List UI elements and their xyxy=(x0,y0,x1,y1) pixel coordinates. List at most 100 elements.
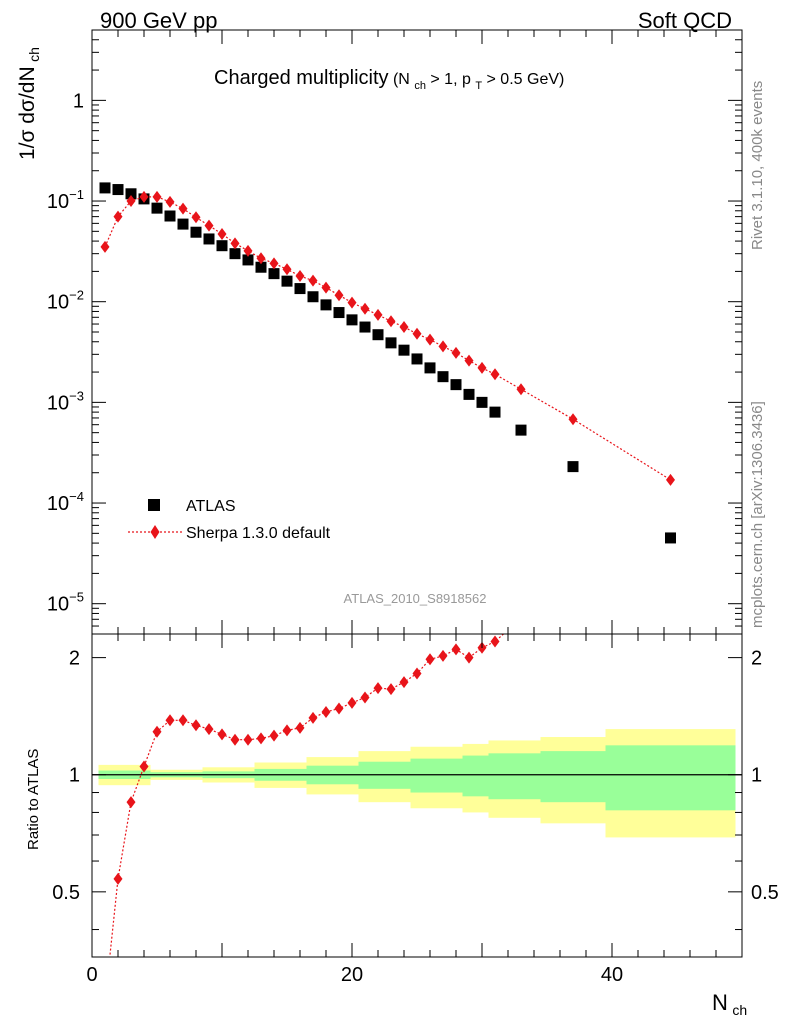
atlas-data-point xyxy=(411,353,423,365)
ratio-sherpa-point xyxy=(178,714,188,727)
ratio-y-axis-label: Ratio to ATLAS xyxy=(25,749,42,850)
sherpa-data-point xyxy=(438,340,448,353)
ratio-sherpa-point xyxy=(464,651,474,664)
atlas-data-point xyxy=(665,532,676,544)
main-axis-ticks xyxy=(91,29,743,634)
ratio-sherpa-point xyxy=(321,705,331,718)
sherpa-data-point xyxy=(269,257,279,270)
y-tick-label-exponent: −1 xyxy=(69,187,84,202)
ratio-sherpa-point xyxy=(165,714,175,727)
atlas-data-point xyxy=(125,188,137,200)
sherpa-data-point xyxy=(321,281,331,294)
sherpa-data-point xyxy=(360,302,370,315)
y-tick-label: 10−3 xyxy=(47,388,84,414)
atlas-data-point xyxy=(398,344,410,356)
y-tick-label-exponent: −3 xyxy=(69,388,84,403)
ratio-stat-uncertainty-band xyxy=(410,758,463,793)
atlas-data-point xyxy=(437,371,449,383)
rivet-version-label: Rivet 3.1.10, 400k events xyxy=(749,81,766,250)
ratio-sherpa-point xyxy=(334,702,344,715)
ratio-stat-uncertainty-band xyxy=(605,745,736,811)
atlas-data-point xyxy=(333,307,345,319)
atlas-data-point xyxy=(359,321,371,333)
y-tick-label-base: 1 xyxy=(73,90,84,112)
y-tick-label-base: 10 xyxy=(47,392,69,414)
ratio-stat-uncertainty-band xyxy=(462,755,489,797)
chart-title-text: Charged multiplicity xyxy=(214,67,389,89)
chart-title-cut-mid: > 1, p xyxy=(430,71,471,88)
ratio-sherpa-point xyxy=(373,682,383,695)
sherpa-data-point xyxy=(386,315,396,328)
atlas-data-point xyxy=(515,424,527,436)
ratio-sherpa-point xyxy=(399,676,409,689)
ratio-sherpa-point xyxy=(451,643,461,656)
y-tick-label-exponent: −5 xyxy=(69,590,84,605)
sherpa-data-point xyxy=(373,308,383,321)
ratio-sherpa-point xyxy=(152,725,162,738)
sherpa-data-point xyxy=(568,413,578,426)
sherpa-data-point xyxy=(399,321,409,334)
sherpa-data-point xyxy=(126,195,136,208)
legend-sherpa-label: Sherpa 1.3.0 default xyxy=(186,525,331,542)
ratio-sherpa-point xyxy=(139,760,149,773)
sherpa-data-point xyxy=(139,190,149,203)
ratio-tick-label-left: 1 xyxy=(69,765,80,787)
y-axis-label: 1/σ dσ/dN ch xyxy=(16,47,42,160)
ratio-tick-label-right: 0.5 xyxy=(751,882,779,904)
ratio-sherpa-point xyxy=(191,719,201,732)
ratio-sherpa-point xyxy=(347,696,357,709)
atlas-data-point xyxy=(229,248,241,260)
ratio-panel: 0.5 0.5 1 1 2 2 0 20 40 Ratio to ATLAS N ch xyxy=(25,613,779,1018)
chart-title-cut-psub: T xyxy=(475,80,482,92)
ratio-tick-labels: 0.5 0.5 1 1 2 2 xyxy=(52,648,779,904)
sherpa-data-point xyxy=(113,210,123,223)
atlas-data-point xyxy=(112,184,124,196)
sherpa-line xyxy=(104,196,671,481)
legend-atlas-marker xyxy=(148,499,160,511)
sherpa-data-point xyxy=(451,346,461,359)
y-tick-label-base: 10 xyxy=(47,493,69,515)
atlas-data-point xyxy=(177,218,189,230)
main-series xyxy=(99,182,676,544)
ratio-sherpa-point xyxy=(517,613,526,625)
sherpa-data-point xyxy=(152,190,162,203)
header-left-label: 900 GeV pp xyxy=(100,8,217,33)
y-tick-label: 10−4 xyxy=(47,489,84,515)
atlas-data-point xyxy=(489,406,501,418)
sherpa-data-point xyxy=(191,211,201,224)
ratio-sherpa-point xyxy=(204,723,214,736)
sherpa-data-point xyxy=(178,202,188,215)
atlas-data-point xyxy=(216,240,228,252)
x-tick-label: 0 xyxy=(86,964,97,986)
sherpa-data-point xyxy=(243,244,253,257)
x-tick-label: 20 xyxy=(341,964,363,986)
x-axis-label: N ch xyxy=(712,990,747,1018)
ratio-sherpa-point xyxy=(282,724,292,737)
ratio-sherpa-point xyxy=(308,711,318,724)
ratio-sherpa-point xyxy=(243,733,253,746)
ratio-sherpa-point xyxy=(101,996,110,1008)
y-tick-label-exponent: −4 xyxy=(69,489,84,504)
atlas-data-point xyxy=(268,268,280,280)
header-right-label: Soft QCD xyxy=(638,8,732,33)
chart-title-cut-nsub: ch xyxy=(414,80,426,92)
ratio-tick-label-right: 2 xyxy=(751,648,762,670)
ratio-sherpa-point xyxy=(386,683,396,696)
ratio-sherpa-point xyxy=(230,733,240,746)
ratio-stat-uncertainty-band xyxy=(488,753,541,800)
ratio-sherpa-point xyxy=(295,721,305,734)
y-axis-label-sub: ch xyxy=(26,47,42,62)
sherpa-data-point xyxy=(230,237,240,250)
atlas-data-point xyxy=(450,379,462,391)
atlas-data-point xyxy=(476,396,488,408)
ratio-sherpa-point xyxy=(256,732,266,745)
ratio-series xyxy=(101,613,526,1008)
ratio-sherpa-point xyxy=(490,635,500,648)
sherpa-data-point xyxy=(334,289,344,302)
legend: ATLAS Sherpa 1.3.0 default xyxy=(128,498,331,542)
x-tick-labels: 0 20 40 xyxy=(86,964,623,986)
chart-title-cut-open: (N xyxy=(393,71,410,88)
sherpa-data-point xyxy=(477,361,487,374)
atlas-data-point xyxy=(99,182,111,194)
